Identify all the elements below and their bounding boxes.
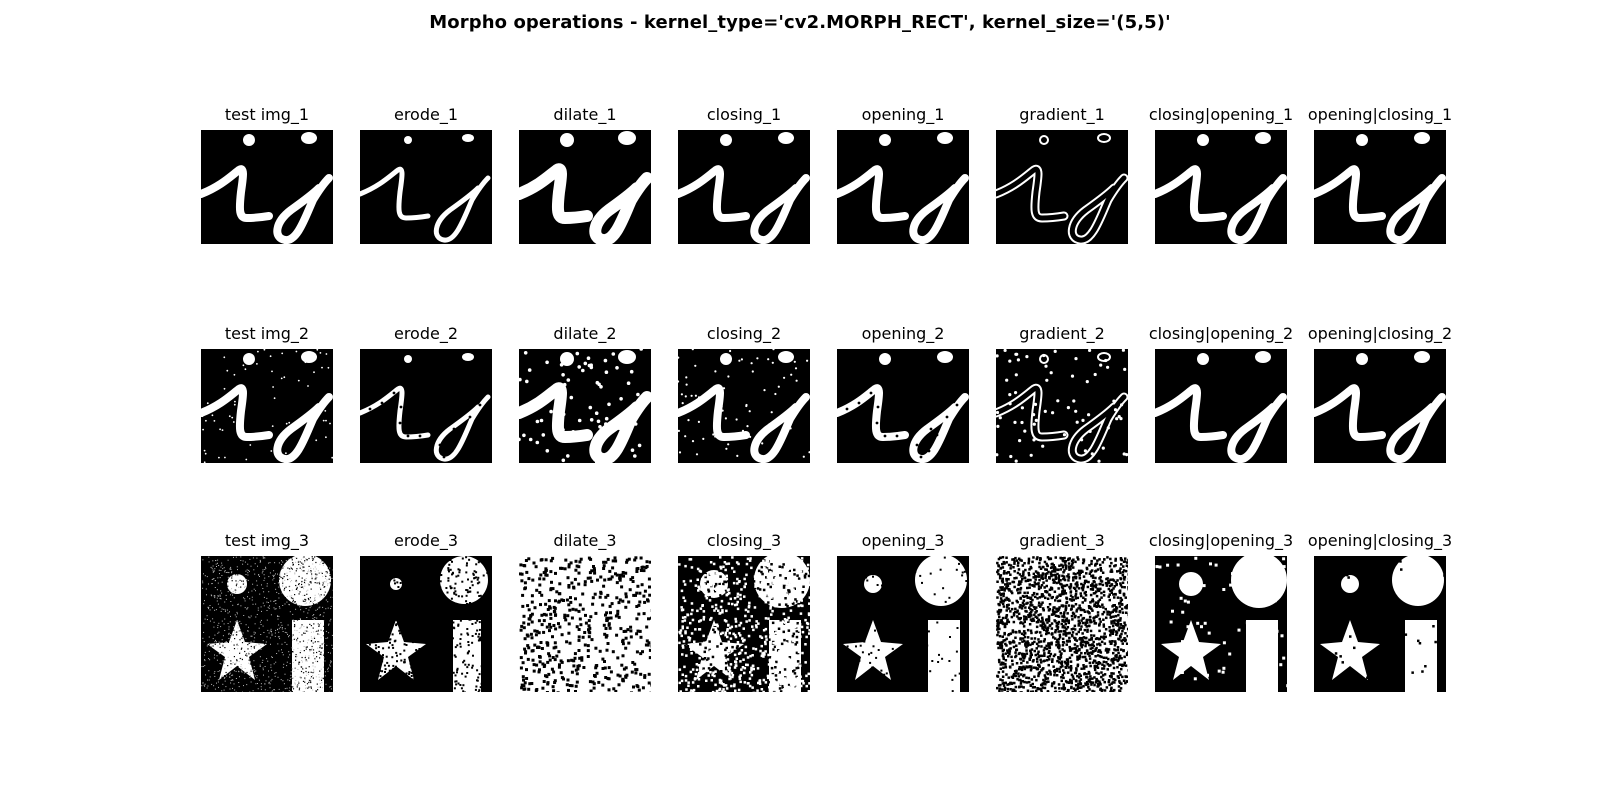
panel-title: closing_1 (706, 105, 782, 124)
panel-title: closing_2 (706, 324, 782, 343)
panel-title: dilate_2 (553, 324, 617, 343)
panel-title: dilate_1 (553, 105, 617, 124)
panel-image (837, 349, 969, 463)
panel-title: test img_1 (224, 105, 310, 124)
panel-title: closing|opening_3 (1148, 531, 1294, 550)
panel-image (678, 349, 810, 463)
panel-image (1155, 556, 1287, 692)
panel-image (201, 130, 333, 244)
panel-title: erode_2 (393, 324, 459, 343)
panel-image (837, 556, 969, 692)
panel-image (1314, 349, 1446, 463)
panel-image (360, 130, 492, 244)
panel-image (201, 556, 333, 692)
panel-image (1155, 349, 1287, 463)
panel-image (996, 349, 1128, 463)
panel-image (201, 349, 333, 463)
panel-title: opening|closing_3 (1307, 531, 1453, 550)
panel-image (678, 556, 810, 692)
panel-title: opening_2 (861, 324, 945, 343)
panel-title: closing_3 (706, 531, 782, 550)
panel-title: gradient_2 (1019, 324, 1105, 343)
panel-title: opening|closing_1 (1307, 105, 1453, 124)
panel-title: dilate_3 (553, 531, 617, 550)
panel-image (519, 556, 651, 692)
panel-title: opening|closing_2 (1307, 324, 1453, 343)
panel-image (1314, 130, 1446, 244)
panel-image (1314, 556, 1446, 692)
panel-title: opening_3 (861, 531, 945, 550)
panel-title: closing|opening_2 (1148, 324, 1294, 343)
panel-title: closing|opening_1 (1148, 105, 1294, 124)
panel-image (996, 130, 1128, 244)
panel-title: erode_1 (393, 105, 459, 124)
panel-title: test img_2 (224, 324, 310, 343)
panel-title: opening_1 (861, 105, 945, 124)
panel-image (678, 130, 810, 244)
panel-image (996, 556, 1128, 692)
panel-title: gradient_3 (1019, 531, 1105, 550)
panel-image (360, 556, 492, 692)
panel-image (837, 130, 969, 244)
panel-image (360, 349, 492, 463)
figure-title: Morpho operations - kernel_type='cv2.MOR… (429, 12, 1171, 33)
panel-image (1155, 130, 1287, 244)
panel-image (519, 130, 651, 244)
panel-title: gradient_1 (1019, 105, 1105, 124)
panel-image (519, 349, 651, 463)
panel-title: test img_3 (224, 531, 310, 550)
panel-title: erode_3 (393, 531, 459, 550)
